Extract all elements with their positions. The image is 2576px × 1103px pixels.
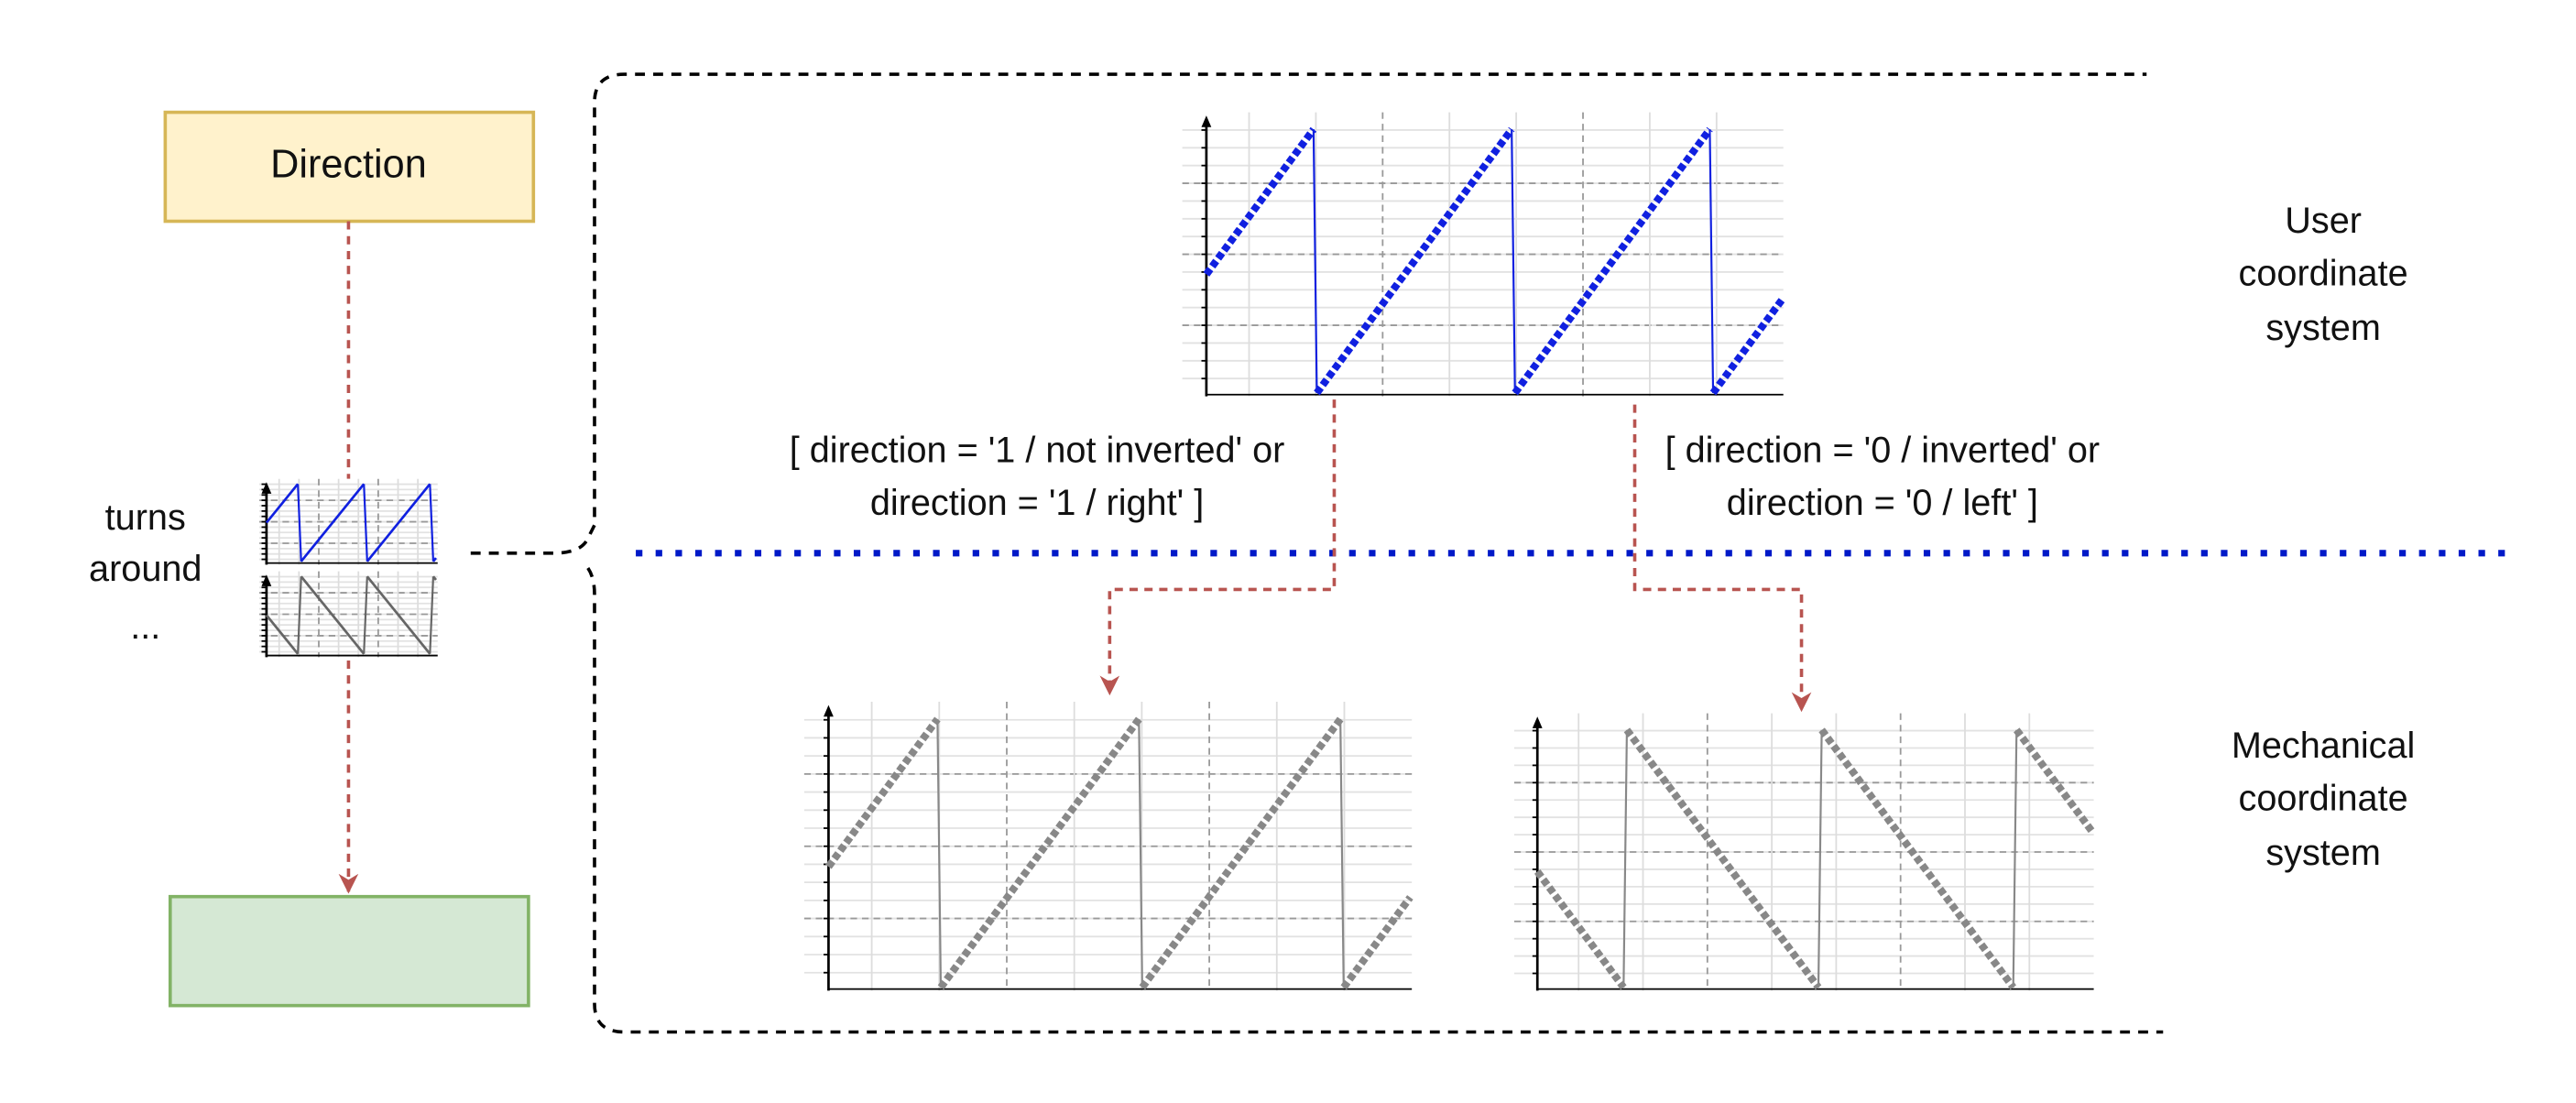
brace [470, 72, 2164, 1034]
plot-trace [1818, 727, 2016, 990]
plot-trace [1312, 129, 1318, 393]
plot-trace [1623, 727, 1822, 990]
plot-trace [366, 483, 431, 562]
plot-trace [1139, 716, 1344, 990]
user-label: User [2285, 201, 2362, 241]
user-label: coordinate [2239, 253, 2408, 293]
plot-trace [937, 716, 1142, 990]
plot-trace [429, 576, 435, 654]
turns-label: ... [130, 606, 160, 647]
sawtooth-plot [259, 478, 438, 565]
plot-trace [429, 484, 435, 562]
plot-trace [363, 484, 368, 562]
plot-axis [1201, 115, 1212, 127]
plot-trace [1339, 718, 1345, 988]
plot-trace [1203, 126, 1317, 277]
direction-box [163, 110, 536, 224]
plot-trace [2012, 729, 2018, 988]
plot-trace [825, 716, 941, 869]
plot-axis [261, 482, 272, 494]
plot-trace [936, 718, 943, 988]
user-label: system [2265, 308, 2381, 348]
plot-trace [1708, 129, 1715, 393]
plot-trace [431, 575, 438, 581]
mechanical-label: system [2265, 833, 2381, 873]
plot-trace [1314, 126, 1515, 396]
condition-label: direction = '0 / left' ] [1727, 483, 2038, 523]
plot-trace [2014, 727, 2096, 835]
plot-axis [261, 574, 272, 586]
connector [1099, 399, 1337, 696]
plot-trace [297, 576, 302, 654]
condition-label: [ direction = '0 / inverted' or [1665, 430, 2101, 470]
plot-trace [1511, 129, 1516, 393]
plot-trace [1512, 126, 1713, 396]
mechanical-label: coordinate [2239, 779, 2408, 819]
plot-trace [363, 576, 368, 654]
sawtooth-plot [1182, 112, 1785, 397]
direction-label: Direction [270, 142, 427, 186]
plot-trace [300, 575, 366, 655]
plot-trace [1138, 718, 1143, 988]
plot-trace [265, 614, 300, 655]
sawtooth-plot [259, 571, 438, 658]
plot-trace [300, 483, 366, 562]
sawtooth-plot [1513, 713, 2096, 991]
turns-label: turns [105, 497, 186, 538]
plot-trace [366, 575, 431, 655]
plot-axis [1532, 716, 1543, 728]
output-box [168, 894, 530, 1008]
plot-trace [1817, 729, 1823, 988]
plot-trace [1340, 895, 1414, 990]
condition-label: [ direction = '1 / not inverted' or [790, 430, 1285, 470]
plot-trace [431, 557, 438, 562]
connector [1632, 404, 1812, 713]
plot-axis [824, 704, 834, 717]
plot-trace [1622, 729, 1629, 988]
plot-trace [297, 484, 302, 562]
condition-label: direction = '1 / right' ] [870, 483, 1204, 523]
mechanical-label: Mechanical [2232, 726, 2416, 766]
sawtooth-plot [803, 702, 1414, 991]
plot-trace [1534, 868, 1627, 990]
plot-trace [265, 483, 300, 524]
turns-label: around [89, 549, 202, 589]
